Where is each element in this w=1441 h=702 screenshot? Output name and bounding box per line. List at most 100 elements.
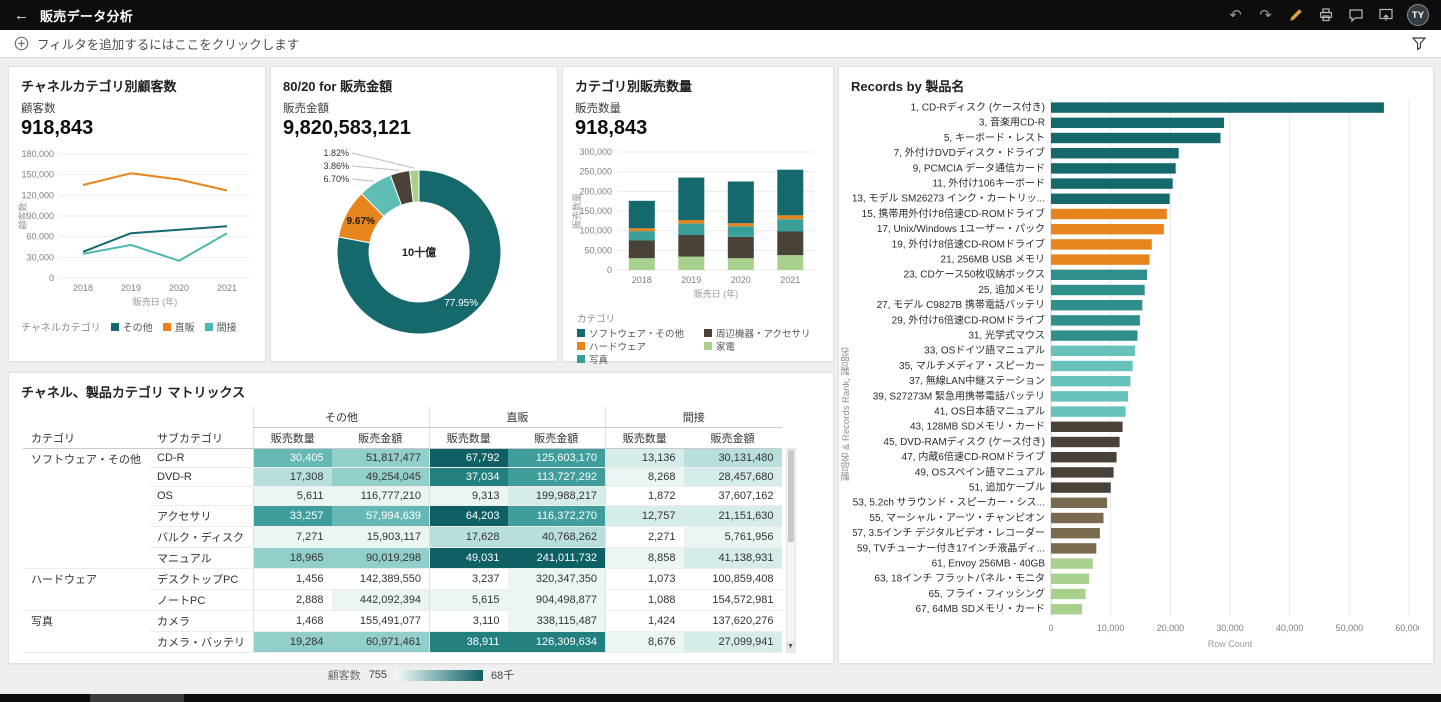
value-cell[interactable]: 60,971,461	[331, 631, 430, 653]
hbar[interactable]	[1051, 482, 1111, 493]
back-button[interactable]: ←	[14, 6, 29, 24]
edit-icon[interactable]	[1287, 7, 1304, 24]
value-cell[interactable]: 116,777,210	[331, 486, 430, 506]
subcategory-cell[interactable]: マニュアル	[149, 547, 254, 569]
product-label[interactable]: 35, マルチメディア・スピーカー	[899, 359, 1045, 372]
measure-column-header[interactable]: 販売数量	[605, 427, 684, 449]
value-cell[interactable]: 1,456	[253, 568, 332, 590]
value-cell[interactable]: 41,138,931	[683, 547, 782, 569]
hbar[interactable]	[1051, 117, 1224, 128]
value-cell[interactable]: 17,628	[429, 526, 508, 548]
value-cell[interactable]: 3,110	[429, 610, 508, 632]
stack-segment[interactable]	[777, 231, 804, 256]
column-group-header[interactable]: その他	[253, 407, 430, 428]
product-label[interactable]: 67, 64MB SDメモリ・カード	[916, 603, 1045, 615]
hbar[interactable]	[1051, 436, 1120, 448]
subcategory-cell[interactable]: ノートPC	[149, 589, 254, 611]
value-cell[interactable]: 116,372,270	[507, 505, 606, 527]
stack-segment[interactable]	[628, 228, 655, 232]
hbar[interactable]	[1051, 512, 1104, 524]
value-cell[interactable]: 154,572,981	[683, 589, 782, 611]
value-cell[interactable]: 8,676	[605, 631, 684, 653]
undo-icon[interactable]: ↶	[1229, 7, 1242, 24]
stack-segment[interactable]	[678, 235, 705, 257]
hbar[interactable]	[1051, 376, 1131, 387]
product-label[interactable]: 15, 携帯用外付け8倍速CD-ROMドライブ	[862, 207, 1045, 220]
product-label[interactable]: 41, OS日本語マニュアル	[934, 405, 1045, 418]
value-cell[interactable]: 1,872	[605, 486, 684, 506]
subcategory-cell[interactable]: CD-R	[149, 448, 254, 468]
line-series[interactable]	[82, 232, 228, 262]
redo-icon[interactable]: ↷	[1259, 7, 1272, 24]
legend-item[interactable]: その他	[110, 319, 153, 334]
product-label[interactable]: 47, 内蔵6倍速CD-ROMドライブ	[902, 450, 1045, 463]
hbar[interactable]	[1051, 497, 1108, 508]
hbar[interactable]	[1051, 132, 1221, 144]
value-cell[interactable]: 5,761,956	[683, 526, 782, 548]
value-cell[interactable]: 8,858	[605, 547, 684, 569]
value-cell[interactable]: 9,313	[429, 486, 508, 506]
value-cell[interactable]: 64,203	[429, 505, 508, 527]
product-label[interactable]: 53, 5.2ch サラウンド・スピーカー・シス...	[853, 497, 1045, 509]
stack-segment[interactable]	[678, 177, 705, 221]
hbar[interactable]	[1051, 284, 1145, 296]
product-label[interactable]: 13, モデル SM26273 インク・カートリッ...	[852, 192, 1045, 205]
value-cell[interactable]: 12,757	[605, 505, 684, 527]
value-cell[interactable]: 137,620,276	[683, 610, 782, 632]
table-scrollbar[interactable]: ▼	[785, 448, 796, 653]
value-cell[interactable]: 19,284	[253, 631, 332, 653]
measure-column-header[interactable]: 販売数量	[429, 427, 508, 449]
line-series[interactable]	[82, 172, 228, 192]
value-cell[interactable]: 100,859,408	[683, 568, 782, 590]
hbar[interactable]	[1051, 148, 1179, 159]
product-label[interactable]: 45, DVD-RAMディスク (ケース付き)	[883, 435, 1045, 448]
hbar[interactable]	[1051, 178, 1173, 189]
product-label[interactable]: 49, OSスペイン語マニュアル	[915, 465, 1045, 478]
subcategory-cell[interactable]: アクセサリ	[149, 505, 254, 527]
add-filter-prompt[interactable]: フィルタを追加するにはここをクリックします	[37, 38, 300, 52]
category-cell[interactable]: ハードウェア	[23, 568, 149, 611]
product-label[interactable]: 57, 3.5インチ デジタルビデオ・レコーダー	[852, 526, 1045, 539]
product-label[interactable]: 5, キーボード・レスト	[944, 132, 1045, 144]
hbar[interactable]	[1051, 558, 1093, 569]
value-cell[interactable]: 28,457,680	[683, 467, 782, 487]
value-cell[interactable]: 1,073	[605, 568, 684, 590]
value-cell[interactable]: 38,911	[429, 631, 508, 653]
print-icon[interactable]	[1317, 7, 1334, 24]
legend-item[interactable]: 間接	[204, 319, 237, 334]
value-cell[interactable]: 30,131,480	[683, 448, 782, 468]
hbar[interactable]	[1051, 239, 1152, 250]
product-label[interactable]: 23, CDケース50枚収納ボックス	[904, 268, 1045, 281]
hbar[interactable]	[1051, 573, 1090, 584]
hbar[interactable]	[1051, 224, 1164, 235]
stack-segment[interactable]	[727, 181, 754, 224]
product-label[interactable]: 43, 128MB SDメモリ・カード	[910, 421, 1045, 433]
hbar[interactable]	[1051, 391, 1128, 402]
measure-column-header[interactable]: 販売金額	[331, 427, 430, 449]
subcategory-cell[interactable]: バルク・ディスク	[149, 526, 254, 548]
hbar[interactable]	[1051, 330, 1138, 341]
dim-column-header[interactable]: カテゴリ	[23, 427, 149, 449]
subcategory-cell[interactable]: OS	[149, 486, 254, 506]
value-cell[interactable]: 155,491,077	[331, 610, 430, 632]
value-cell[interactable]: 40,768,262	[507, 526, 606, 548]
value-cell[interactable]: 126,309,634	[507, 631, 606, 653]
measure-column-header[interactable]: 販売金額	[507, 427, 606, 449]
active-canvas-tab[interactable]	[90, 694, 184, 702]
product-label[interactable]: 29, 外付け6倍速CD-ROMドライブ	[892, 313, 1045, 326]
value-cell[interactable]: 49,031	[429, 547, 508, 569]
value-cell[interactable]: 37,607,162	[683, 486, 782, 506]
legend-item[interactable]: 周辺機器・アクセサリ	[704, 326, 811, 340]
value-cell[interactable]: 15,903,117	[331, 526, 430, 548]
product-label[interactable]: 7, 外付けDVDディスク・ドライブ	[894, 146, 1045, 159]
value-cell[interactable]: 142,389,550	[331, 568, 430, 590]
product-label[interactable]: 55, マーシャル・アーツ・チャンピオン	[869, 512, 1045, 524]
stack-segment[interactable]	[777, 219, 804, 232]
hbar[interactable]	[1051, 528, 1100, 539]
subcategory-cell[interactable]: DVD-R	[149, 467, 254, 487]
stack-segment[interactable]	[628, 200, 655, 229]
hbar[interactable]	[1051, 452, 1117, 463]
value-cell[interactable]: 5,611	[253, 486, 332, 506]
product-label[interactable]: 21, 256MB USB メモリ	[941, 255, 1045, 266]
legend-item[interactable]: 直販	[162, 319, 195, 334]
